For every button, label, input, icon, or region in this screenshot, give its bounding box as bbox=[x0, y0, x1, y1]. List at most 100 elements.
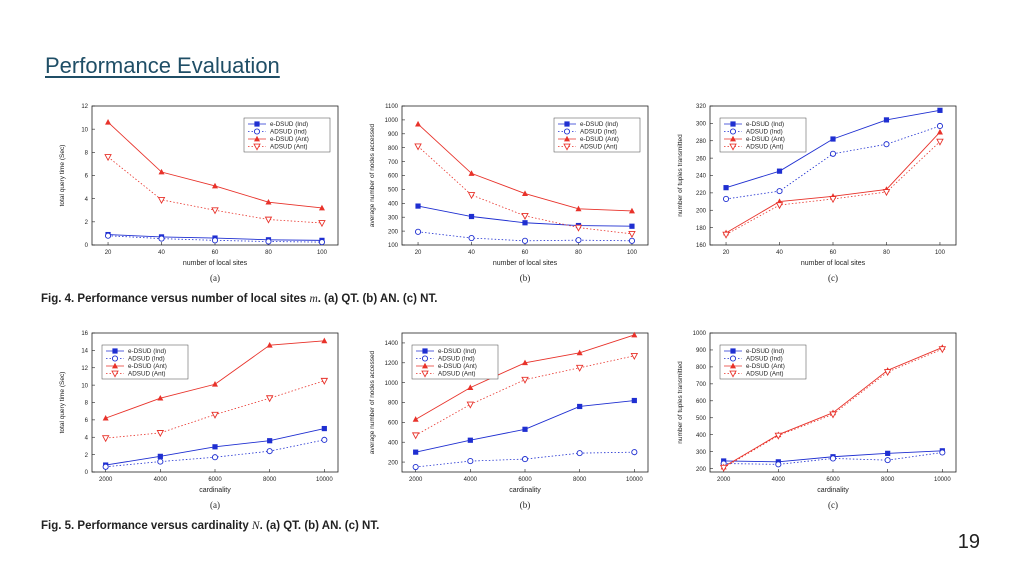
panel-label: (b) bbox=[520, 500, 531, 510]
data-point bbox=[211, 411, 219, 419]
x-tick-label: 6000 bbox=[518, 477, 532, 483]
legend-marker bbox=[254, 121, 260, 127]
chart-fig5-qt: 0 2 4 6 8 10 12 14 16 2000 4000 6000 8000 10000 cardin… bbox=[50, 327, 350, 517]
data-point bbox=[522, 220, 528, 226]
x-tick-label: 100 bbox=[317, 250, 328, 256]
data-point bbox=[157, 458, 164, 465]
data-point bbox=[719, 464, 728, 472]
y-tick-label: 8 bbox=[85, 401, 89, 407]
data-point bbox=[211, 207, 219, 215]
y-tick-label: 800 bbox=[388, 401, 399, 407]
x-tick-label: 4000 bbox=[772, 477, 786, 483]
figure-5: 0 2 4 6 8 10 12 14 16 2000 4000 6000 8000 10000 cardin… bbox=[0, 327, 1024, 519]
x-tick-label: 20 bbox=[723, 250, 730, 256]
legend-marker bbox=[563, 143, 571, 151]
legend-label: e-DSUD (Ant) bbox=[128, 363, 167, 370]
x-tick-label: 10000 bbox=[316, 477, 333, 483]
x-tick-label: 40 bbox=[776, 250, 783, 256]
data-point bbox=[630, 352, 639, 360]
data-point bbox=[776, 188, 783, 195]
legend-label: ADSUD (Ind) bbox=[270, 129, 307, 136]
legend-marker bbox=[112, 362, 118, 369]
x-tick-label: 2000 bbox=[717, 477, 731, 483]
x-tick-label: 4000 bbox=[154, 477, 168, 483]
data-point bbox=[576, 349, 583, 356]
x-tick-label: 20 bbox=[105, 250, 112, 256]
data-point bbox=[266, 341, 273, 348]
data-point bbox=[776, 168, 783, 174]
legend-label: ADSUD (Ind) bbox=[580, 129, 617, 136]
chart-fig5-an-svg: 200 400 600 800 1000 1200 1400 2000 4000 6000 8000… bbox=[369, 331, 649, 510]
x-tick-label: 6000 bbox=[208, 477, 222, 483]
series-adsud-ind bbox=[104, 232, 326, 246]
y-tick-label: 1100 bbox=[385, 104, 399, 110]
data-point bbox=[937, 107, 943, 113]
legend-marker bbox=[111, 370, 119, 378]
y-tick-label: 10 bbox=[81, 383, 88, 389]
x-tick-label: 10000 bbox=[626, 477, 643, 483]
chart-fig5-nt-svg: 200 300 400 500 600 700 800 900 1000 2000 4000 6000… bbox=[677, 331, 957, 510]
data-point bbox=[936, 122, 944, 130]
data-point bbox=[723, 185, 729, 191]
legend-marker bbox=[422, 362, 428, 369]
data-point bbox=[104, 154, 112, 162]
y-tick-label: 320 bbox=[696, 104, 707, 110]
y-tick-label: 900 bbox=[696, 348, 707, 354]
x-tick-label: 20 bbox=[415, 250, 422, 256]
legend-marker bbox=[422, 348, 428, 354]
y-tick-label: 300 bbox=[696, 450, 707, 456]
panel-label: (c) bbox=[828, 500, 838, 510]
x-axis-label: cardinality bbox=[817, 487, 849, 494]
data-point bbox=[521, 376, 529, 384]
legend-marker bbox=[729, 370, 737, 378]
data-point bbox=[415, 203, 421, 209]
y-tick-label: 600 bbox=[388, 421, 399, 427]
y-tick-label: 1000 bbox=[385, 381, 399, 387]
data-point bbox=[722, 195, 730, 203]
data-point bbox=[882, 189, 891, 197]
legend-label: e-DSUD (Ind) bbox=[580, 121, 618, 128]
series-adsud-ant bbox=[411, 352, 639, 440]
series-line bbox=[417, 231, 632, 242]
series-line bbox=[105, 380, 325, 439]
data-point bbox=[722, 231, 730, 239]
data-point bbox=[157, 453, 163, 459]
legend: e-DSUD (Ind)ADSUD (Ind)e-DSUD (Ant)ADSUD… bbox=[719, 344, 807, 380]
data-point bbox=[883, 369, 892, 377]
data-point bbox=[318, 204, 325, 211]
y-tick-label: 200 bbox=[696, 208, 707, 214]
x-tick-label: 8000 bbox=[881, 477, 895, 483]
x-tick-label: 10000 bbox=[934, 477, 951, 483]
data-point bbox=[885, 450, 891, 456]
y-tick-label: 16 bbox=[81, 331, 88, 337]
data-point bbox=[631, 331, 638, 338]
y-tick-label: 900 bbox=[388, 132, 399, 138]
legend-label: ADSUD (Ant) bbox=[128, 371, 165, 378]
data-point bbox=[212, 444, 218, 450]
legend-label: ADSUD (Ant) bbox=[270, 144, 307, 151]
data-point bbox=[522, 426, 528, 432]
data-point bbox=[411, 432, 420, 440]
data-point bbox=[829, 196, 837, 204]
data-point bbox=[157, 394, 164, 401]
legend-marker bbox=[730, 121, 736, 127]
figure-4-caption: Fig. 4. Performance versus number of loc… bbox=[41, 293, 438, 305]
y-tick-label: 280 bbox=[696, 139, 707, 145]
x-tick-label: 2000 bbox=[99, 477, 113, 483]
y-axis-label: number of tuples transmitted bbox=[677, 134, 684, 217]
y-tick-label: 8 bbox=[85, 151, 89, 157]
series-adsud-ind bbox=[720, 449, 946, 468]
series-e-dsud-ind bbox=[723, 107, 943, 191]
data-point bbox=[158, 235, 165, 242]
data-point bbox=[467, 192, 476, 200]
legend-label: e-DSUD (Ind) bbox=[746, 121, 784, 128]
x-axis-label: number of local sites bbox=[183, 260, 248, 267]
data-point bbox=[629, 223, 635, 229]
data-point bbox=[829, 411, 837, 419]
y-tick-label: 2 bbox=[85, 453, 89, 459]
y-tick-label: 14 bbox=[81, 349, 88, 355]
panel-label: (c) bbox=[828, 273, 838, 283]
series-adsud-ind bbox=[102, 436, 328, 470]
legend-marker bbox=[254, 135, 260, 142]
x-tick-label: 100 bbox=[627, 250, 638, 256]
